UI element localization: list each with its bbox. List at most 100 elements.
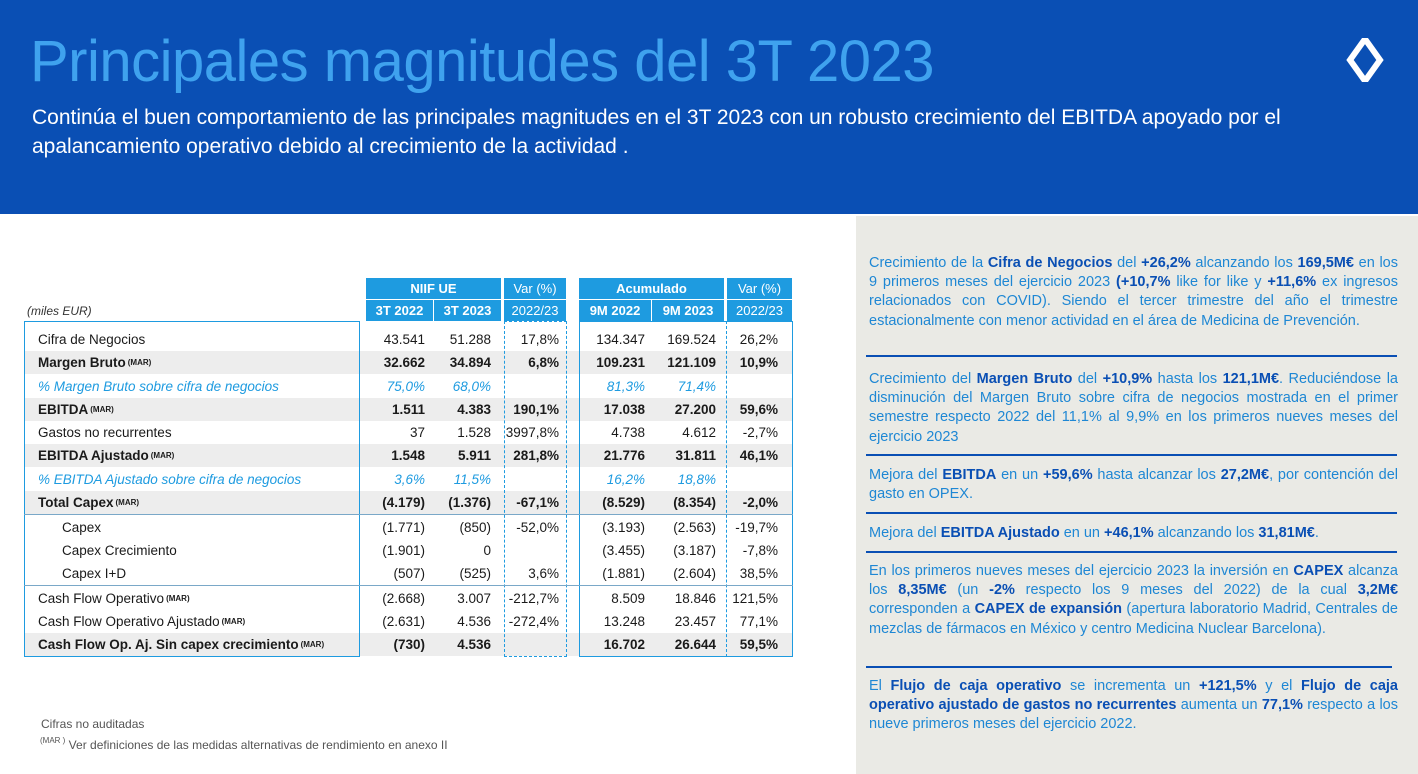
- table-cell: 43.541: [383, 332, 425, 347]
- table-cell: 121,5%: [732, 591, 778, 606]
- row-label: % EBITDA Ajustado sobre cifra de negocio…: [38, 468, 301, 491]
- table-cell: -2,0%: [742, 495, 778, 510]
- table-row: Cifra de Negocios 43.541 51.288 17,8% 134.34…: [24, 328, 793, 351]
- row-separator-cashflow: [24, 585, 793, 586]
- table-cell: (850): [459, 520, 491, 535]
- table-cell: 16.702: [603, 637, 645, 652]
- row-label-text: Gastos no recurrentes: [38, 425, 172, 440]
- row-label: Cash Flow Op. Aj. Sin capex crecimiento(…: [38, 633, 324, 656]
- highlight-cash-flow: El Flujo de caja operativo se incrementa…: [869, 677, 1398, 735]
- row-label-text: EBITDA Ajustado: [38, 448, 149, 463]
- row-label: Capex: [62, 516, 101, 539]
- mar-tag: (MAR): [300, 640, 325, 649]
- footnote-unaudited: Cifras no auditadas: [41, 717, 145, 731]
- table-row: Capex Crecimiento (1.901) 0 (3.455) (3.187) -…: [24, 539, 793, 562]
- table-cell: 16,2%: [606, 472, 645, 487]
- table-cell: 1.511: [391, 402, 425, 417]
- table-cell: 68,0%: [452, 379, 491, 394]
- highlight-text: (un: [946, 582, 990, 599]
- table-cell: (4.179): [382, 495, 425, 510]
- table-cell: 81,3%: [606, 379, 645, 394]
- highlight-divider: [866, 512, 1397, 514]
- table-cell: 3.007: [457, 591, 491, 606]
- highlight-text: en un: [1059, 525, 1105, 541]
- table-cell: 10,9%: [739, 355, 778, 370]
- table-cell: (3.187): [673, 543, 716, 558]
- row-label-text: Cash Flow Op. Aj. Sin capex crecimiento: [38, 637, 299, 652]
- table-row: EBITDA (MAR) 1.511 4.383 190,1% 17.038 27.200 5…: [24, 398, 793, 421]
- row-label-text: Cifra de Negocios: [38, 332, 146, 347]
- table-cell: 4.612: [682, 425, 716, 440]
- highlight-text: se incrementa un: [1061, 678, 1199, 694]
- highlight-divider: [866, 666, 1392, 668]
- table-cell: 59,5%: [739, 637, 778, 652]
- row-label-text: Cash Flow Operativo Ajustado: [38, 614, 220, 629]
- highlight-emphasis: Cifra de Negocios: [987, 255, 1113, 271]
- row-label-text: % EBITDA Ajustado sobre cifra de negocio…: [38, 472, 302, 487]
- row-label-text: Margen Bruto: [38, 355, 126, 370]
- row-label-text: Capex: [62, 520, 102, 535]
- table-cell: (3.455): [602, 543, 645, 558]
- row-label-text: Capex I+D: [62, 566, 127, 581]
- table-cell: 27.200: [674, 402, 716, 417]
- table-cell: 6,8%: [528, 355, 559, 370]
- highlight-text: Mejora del: [869, 525, 941, 541]
- table-cell: -212,7%: [508, 591, 559, 606]
- highlight-emphasis: 121,1M€: [1222, 371, 1280, 387]
- table-cell: (525): [459, 566, 491, 581]
- page-subtitle: Continúa el buen comportamiento de las p…: [32, 106, 1281, 158]
- highlight-text: en los 9 primeros meses del ejercicio 20…: [869, 255, 1398, 291]
- mar-tag: (MAR): [150, 451, 175, 460]
- highlight-emphasis: +26,2%: [1141, 255, 1191, 271]
- table-row: Cash Flow Op. Aj. Sin capex crecimiento(…: [24, 633, 793, 656]
- header-banner: Principales magnitudes del 3T 2023 Conti…: [0, 0, 1418, 214]
- row-label: Cifra de Negocios: [38, 328, 145, 351]
- table-cell: 190,1%: [513, 402, 559, 417]
- table-row: Capex I+D (507) (525) 3,6% (1.881) (2.604) 38,…: [24, 562, 793, 585]
- table-cell: 134.347: [596, 332, 645, 347]
- highlight-emphasis: EBITDA Ajustado: [940, 525, 1060, 541]
- table-cell: 26,2%: [739, 332, 778, 347]
- highlight-divider: [866, 551, 1397, 553]
- table-cell: 75,0%: [386, 379, 425, 394]
- table-row: Capex (1.771) (850) -52,0% (3.193) (2.563) -19…: [24, 516, 793, 539]
- table-cell: (2.563): [673, 520, 716, 535]
- table-cell: 71,4%: [677, 379, 716, 394]
- footnote-mar-mark: (MAR ): [40, 736, 66, 745]
- table-cell: 281,8%: [513, 448, 559, 463]
- table-cell: (8.354): [673, 495, 716, 510]
- highlight-text: . Reduciéndose la disminución del Margen…: [869, 371, 1398, 445]
- table-cell: (2.604): [673, 566, 716, 581]
- row-label: Cash Flow Operativo Ajustado (MAR): [38, 610, 245, 633]
- table-cell: (1.376): [448, 495, 491, 510]
- table-cell: (3.193): [602, 520, 645, 535]
- table-row: % EBITDA Ajustado sobre cifra de negocio…: [24, 468, 793, 491]
- highlight-text: Crecimiento del: [869, 371, 977, 387]
- var-column-border: [504, 321, 567, 657]
- table-cell: 31.811: [675, 448, 716, 463]
- col-header-var: 2022/23: [504, 300, 566, 321]
- highlight-text: en un: [996, 467, 1044, 483]
- table-cell: (1.881): [602, 566, 645, 581]
- table-cell: 4.383: [457, 402, 491, 417]
- table-row: Cash Flow Operativo (MAR) (2.668) 3.007 -212…: [24, 587, 793, 610]
- col-header-3t2022: 3T 2022: [366, 300, 433, 321]
- mar-tag: (MAR): [221, 617, 246, 626]
- table-row: Cash Flow Operativo Ajustado (MAR) (2.631)…: [24, 610, 793, 633]
- table-cell: 32.662: [383, 355, 425, 370]
- highlight-emphasis: +121,5%: [1198, 678, 1257, 694]
- table-cell: 4.536: [457, 637, 491, 652]
- four-point-star-icon: [1346, 38, 1384, 82]
- table-cell: 3,6%: [528, 566, 559, 581]
- table-cell: 3,6%: [394, 472, 425, 487]
- highlight-adjusted-ebitda: Mejora del EBITDA Ajustado en un +46,1% …: [869, 524, 1398, 543]
- highlight-text: alcanzando los: [1153, 525, 1259, 541]
- row-label: % Margen Bruto sobre cifra de negocios: [38, 375, 279, 398]
- table-cell: (507): [393, 566, 425, 581]
- table-cell: 38,5%: [739, 566, 778, 581]
- highlight-text: alcanzando los: [1190, 255, 1298, 271]
- highlight-emphasis: 169,5M€: [1297, 255, 1354, 271]
- table-cell: 77,1%: [739, 614, 778, 629]
- table-cell: 11,5%: [453, 472, 491, 487]
- row-label-text: Total Capex: [38, 495, 114, 510]
